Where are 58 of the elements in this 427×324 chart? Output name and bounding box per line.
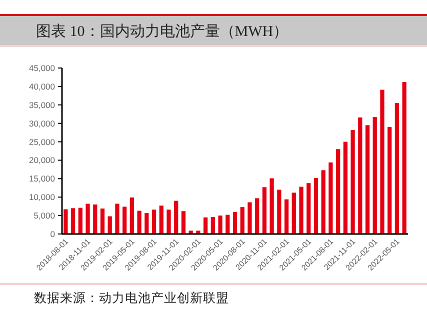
y-tick-label: 0: [50, 229, 56, 239]
y-tick-label: 5,000: [34, 210, 56, 221]
bar: [115, 204, 120, 234]
y-tick-label: 15,000: [29, 174, 56, 184]
bar: [394, 103, 400, 234]
bar: [358, 117, 362, 234]
bar: [144, 212, 149, 234]
y-tick-label: 20,000: [29, 155, 56, 166]
bar: [255, 198, 260, 234]
bar: [218, 216, 222, 234]
y-tick-label: 35,000: [29, 100, 56, 110]
bar: [232, 212, 238, 234]
bar: [350, 130, 355, 234]
bar: [284, 199, 289, 234]
y-tick-label: 10,000: [29, 192, 56, 202]
bar: [240, 207, 244, 234]
bar: [321, 170, 326, 234]
bar: [226, 214, 230, 234]
bar: [64, 209, 68, 234]
bar: [292, 192, 296, 234]
bar: [130, 197, 134, 234]
chart-title: 图表 10：国内动力电池产量（MWH）: [36, 23, 288, 40]
bar: [380, 90, 384, 234]
bar: [166, 210, 171, 234]
bar: [93, 204, 98, 234]
bar: [159, 206, 164, 234]
bar: [210, 217, 215, 234]
bar: [306, 183, 311, 234]
y-tick-label: 40,000: [29, 81, 56, 92]
bar: [336, 149, 340, 234]
bar: [372, 117, 377, 234]
bar: [137, 210, 142, 234]
bar: [86, 204, 90, 234]
bar: [328, 162, 333, 234]
bar: [196, 230, 200, 234]
bar: [100, 208, 105, 234]
y-tick-label: 30,000: [29, 118, 56, 128]
y-tick-label: 25,000: [29, 136, 56, 147]
bar: [299, 186, 304, 234]
bar: [277, 190, 282, 234]
bar: [388, 127, 392, 234]
bar: [343, 142, 348, 234]
bar: [314, 178, 318, 234]
bar: [70, 208, 76, 234]
source-note: 数据来源：动力电池产业创新联盟: [34, 291, 229, 305]
bar: [248, 202, 252, 234]
bar: [365, 125, 370, 234]
bar: [108, 216, 112, 234]
bar: [174, 200, 178, 234]
bar: [152, 210, 156, 234]
bar: [262, 187, 267, 234]
bar: [402, 82, 406, 234]
bar: [181, 211, 186, 234]
bar: [203, 217, 208, 234]
bar: [270, 178, 274, 234]
bar: [78, 208, 82, 234]
y-tick-label: 45,000: [29, 63, 56, 73]
bar: [122, 206, 127, 234]
